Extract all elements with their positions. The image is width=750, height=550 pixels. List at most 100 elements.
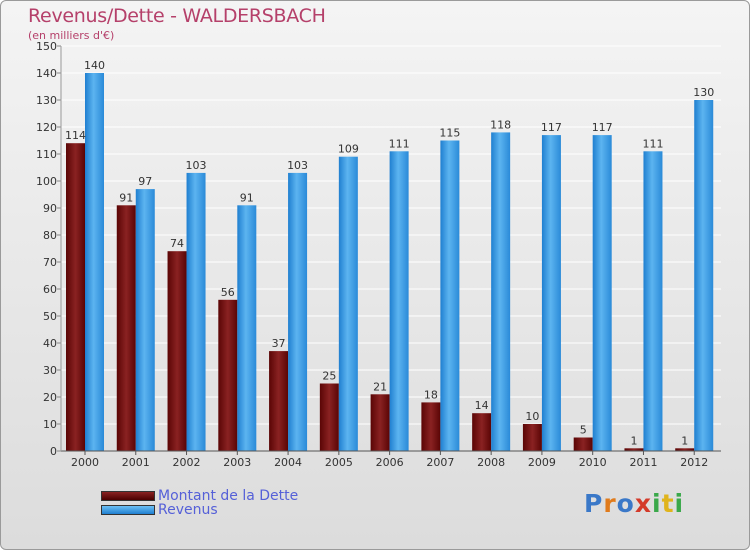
bar-dette xyxy=(472,413,492,451)
data-label-revenus: 103 xyxy=(287,159,308,172)
legend-swatch-revenus xyxy=(101,505,155,515)
y-tick-label: 110 xyxy=(36,148,57,161)
bar-dette xyxy=(370,394,390,451)
bar-dette xyxy=(66,143,85,451)
logo-letter: o xyxy=(616,489,635,518)
x-tick-label: 2012 xyxy=(680,456,708,469)
bar-dette xyxy=(573,437,593,451)
data-label-revenus: 111 xyxy=(389,137,410,150)
bar-revenus xyxy=(694,100,714,451)
legend-swatch-dette xyxy=(101,491,155,501)
bar-revenus xyxy=(541,135,561,451)
data-label-dette: 18 xyxy=(424,388,438,401)
proxiti-logo: Proxiti xyxy=(584,489,684,518)
bar-dette xyxy=(624,448,644,451)
data-labels: 1141409197741035691371032510921111181151… xyxy=(65,59,714,447)
y-tick-label: 10 xyxy=(43,418,57,431)
logo-letter: x xyxy=(634,489,652,518)
y-tick-label: 90 xyxy=(43,202,57,215)
data-label-revenus: 109 xyxy=(338,143,359,156)
data-label-revenus: 111 xyxy=(642,137,663,150)
x-tick-label: 2003 xyxy=(223,456,251,469)
x-tick-label: 2008 xyxy=(477,456,505,469)
legend-label-revenus: Revenus xyxy=(158,502,218,518)
bar-dette xyxy=(116,205,136,451)
data-label-dette: 37 xyxy=(272,337,286,350)
chart-title: Revenus/Dette - WALDERSBACH xyxy=(28,5,326,27)
bar-dette xyxy=(522,424,542,451)
data-label-dette: 114 xyxy=(65,129,86,142)
y-tick-label: 0 xyxy=(50,445,57,458)
data-label-dette: 91 xyxy=(119,191,133,204)
bar-revenus xyxy=(491,132,511,451)
y-tick-label: 70 xyxy=(43,256,57,269)
y-tick-label: 100 xyxy=(36,175,57,188)
logo-letter: t xyxy=(661,489,675,518)
x-tick-label: 2007 xyxy=(426,456,454,469)
y-tick-label: 130 xyxy=(36,94,57,107)
data-label-revenus: 130 xyxy=(693,86,714,99)
legend-item-dette: Montant de la Dette xyxy=(101,488,298,504)
bar-revenus xyxy=(440,140,460,451)
x-axis-ticks: 2000 2001 2002 2003 2004 2005 2006 2007 2008 2009… xyxy=(71,451,708,469)
bar-revenus xyxy=(186,172,206,451)
x-tick-label: 2009 xyxy=(528,456,556,469)
y-tick-label: 30 xyxy=(43,364,57,377)
bar-revenus xyxy=(135,189,155,451)
data-label-dette: 1 xyxy=(630,434,637,447)
x-tick-label: 2000 xyxy=(71,456,99,469)
bar-dette xyxy=(167,251,187,451)
legend-item-revenus: Revenus xyxy=(101,502,218,518)
bars xyxy=(66,73,714,452)
data-label-revenus: 103 xyxy=(186,159,207,172)
legend-label-dette: Montant de la Dette xyxy=(158,488,299,504)
y-axis-ticks: 0 10 20 30 40 50 60 70 80 90 100 110 120 130 140 150 xyxy=(36,40,61,458)
data-label-dette: 25 xyxy=(322,370,336,383)
logo-letter: i xyxy=(674,489,685,518)
y-tick-label: 20 xyxy=(43,391,57,404)
bar-dette xyxy=(218,299,238,451)
x-tick-label: 2004 xyxy=(274,456,302,469)
logo-letter: i xyxy=(652,489,662,518)
data-label-revenus: 117 xyxy=(541,121,562,134)
data-label-dette: 5 xyxy=(580,424,587,437)
y-tick-label: 150 xyxy=(36,40,57,53)
bar-dette xyxy=(421,402,441,451)
x-tick-label: 2006 xyxy=(376,456,404,469)
data-label-revenus: 115 xyxy=(439,127,460,140)
bar-revenus xyxy=(237,205,257,451)
data-label-revenus: 91 xyxy=(240,191,254,204)
x-tick-label: 2001 xyxy=(122,456,150,469)
y-tick-label: 140 xyxy=(36,67,57,80)
bar-dette xyxy=(675,448,695,451)
data-label-revenus: 118 xyxy=(490,118,511,131)
y-tick-label: 120 xyxy=(36,121,57,134)
y-tick-label: 60 xyxy=(43,283,57,296)
bar-revenus xyxy=(85,73,104,451)
y-tick-label: 40 xyxy=(43,337,57,350)
data-label-dette: 74 xyxy=(170,237,184,250)
data-label-dette: 56 xyxy=(221,286,235,299)
bar-revenus xyxy=(643,151,663,452)
logo-letter: P xyxy=(584,489,604,518)
x-tick-label: 2002 xyxy=(173,456,201,469)
data-label-revenus: 117 xyxy=(592,121,613,134)
data-label-dette: 1 xyxy=(681,434,688,447)
bar-revenus xyxy=(338,156,358,451)
data-label-dette: 21 xyxy=(373,380,387,393)
x-tick-label: 2011 xyxy=(629,456,657,469)
x-tick-label: 2010 xyxy=(579,456,607,469)
bar-dette xyxy=(319,383,339,451)
y-tick-label: 80 xyxy=(43,229,57,242)
bar-dette xyxy=(269,351,289,451)
x-tick-label: 2005 xyxy=(325,456,353,469)
bar-revenus xyxy=(288,172,308,451)
bar-revenus xyxy=(389,151,409,452)
y-tick-label: 50 xyxy=(43,310,57,323)
chart-subtitle: (en milliers d'€) xyxy=(28,29,115,42)
data-label-revenus: 140 xyxy=(84,59,105,72)
bar-revenus xyxy=(592,135,612,451)
data-label-revenus: 97 xyxy=(138,175,152,188)
